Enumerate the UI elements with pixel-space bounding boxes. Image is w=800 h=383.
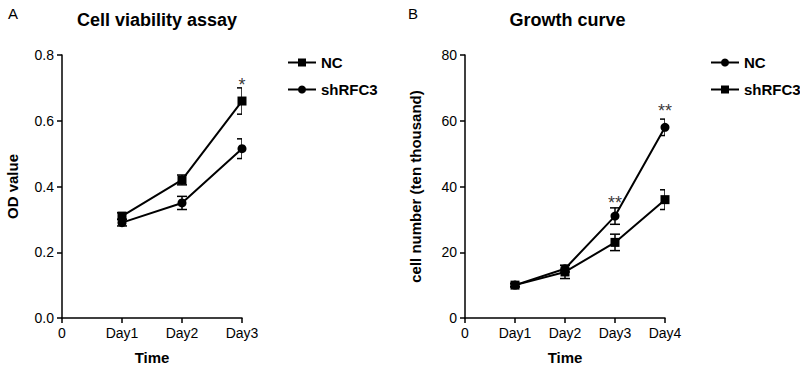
svg-text:80: 80 — [441, 47, 457, 63]
svg-text:Day3: Day3 — [599, 325, 632, 341]
svg-text:Time: Time — [135, 349, 170, 366]
svg-text:*: * — [238, 75, 245, 95]
svg-text:NC: NC — [321, 54, 343, 71]
svg-text:cell number (ten thousand): cell number (ten thousand) — [407, 90, 424, 283]
svg-text:Time: Time — [548, 349, 583, 366]
svg-text:0.2: 0.2 — [35, 244, 55, 260]
svg-text:0.4: 0.4 — [35, 179, 55, 195]
svg-text:20: 20 — [441, 244, 457, 260]
svg-text:shRFC3: shRFC3 — [321, 81, 378, 98]
svg-text:NC: NC — [744, 54, 766, 71]
svg-text:shRFC3: shRFC3 — [744, 81, 800, 98]
svg-text:Cell viability assay: Cell viability assay — [77, 10, 237, 30]
svg-text:**: ** — [608, 193, 622, 213]
svg-text:0: 0 — [461, 325, 469, 341]
svg-text:A: A — [8, 5, 18, 22]
svg-text:0.0: 0.0 — [35, 310, 55, 326]
svg-text:40: 40 — [441, 179, 457, 195]
svg-text:Growth curve: Growth curve — [509, 10, 625, 30]
svg-text:Day3: Day3 — [226, 325, 259, 341]
svg-text:Day1: Day1 — [106, 325, 139, 341]
svg-text:B: B — [408, 5, 418, 22]
svg-text:Day2: Day2 — [166, 325, 199, 341]
svg-text:**: ** — [658, 101, 672, 121]
svg-text:Day2: Day2 — [549, 325, 582, 341]
svg-text:0: 0 — [449, 310, 457, 326]
svg-text:0.8: 0.8 — [35, 47, 55, 63]
svg-text:Day1: Day1 — [499, 325, 532, 341]
svg-text:60: 60 — [441, 113, 457, 129]
svg-text:0.6: 0.6 — [35, 113, 55, 129]
svg-text:Day4: Day4 — [649, 325, 682, 341]
svg-text:OD value: OD value — [4, 154, 21, 219]
svg-text:0: 0 — [58, 325, 66, 341]
